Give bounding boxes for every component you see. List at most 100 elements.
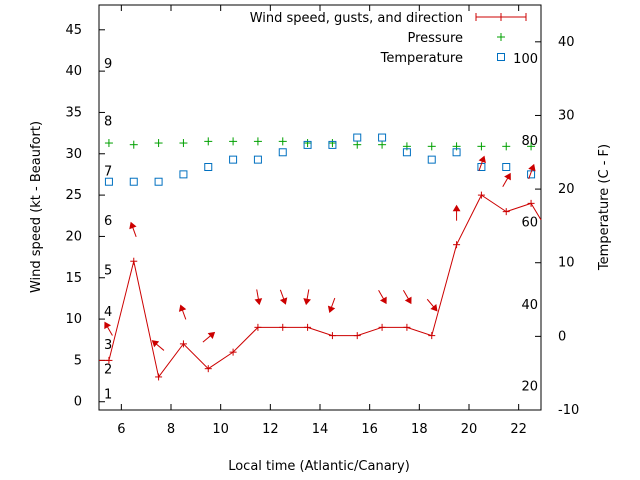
pressure-point xyxy=(129,140,138,149)
pressure-point xyxy=(229,137,238,146)
legend: Wind speed, gusts, and direction Pressur… xyxy=(250,11,527,66)
wind-direction-arrow xyxy=(303,289,311,306)
x-tick-label: 18 xyxy=(411,422,428,437)
pressure-point xyxy=(353,140,362,149)
wind-direction-arrow xyxy=(279,289,288,305)
wind-direction-arrow xyxy=(104,321,113,336)
temperature-point xyxy=(303,140,312,149)
x-tick-label: 12 xyxy=(262,422,279,437)
fahrenheit-label: 100 xyxy=(513,52,538,67)
wind-speed-point xyxy=(328,332,336,340)
wind-direction-arrow xyxy=(151,340,165,351)
wind-direction-arrow xyxy=(202,331,216,343)
pressure-point xyxy=(328,139,337,148)
wind-speed-point xyxy=(204,365,212,373)
pressure-point xyxy=(477,142,486,151)
wind-direction-arrow xyxy=(426,298,438,312)
y-left-tick-label: 0 xyxy=(74,395,82,410)
y-left-tick-label: 5 xyxy=(74,353,82,368)
x-tick-label: 10 xyxy=(212,422,229,437)
legend-label-wind: Wind speed, gusts, and direction xyxy=(250,11,463,26)
fahrenheit-label: 20 xyxy=(521,380,538,395)
y-left-tick-label: 30 xyxy=(65,147,82,162)
legend-marker-temperature xyxy=(497,53,505,61)
wind-arrow-head xyxy=(279,297,288,305)
wind-direction-arrow xyxy=(129,221,137,237)
y-right-tick-label: 30 xyxy=(558,108,575,123)
wind-arrow-head xyxy=(504,172,511,181)
temperature-point xyxy=(378,133,387,142)
temperature-point xyxy=(129,177,138,186)
wind-speed-point xyxy=(105,356,113,364)
temperature-point xyxy=(353,133,362,142)
y-right-tick-label: 40 xyxy=(558,35,575,50)
wind-arrow-head xyxy=(303,298,311,306)
y-left-tick-label: 25 xyxy=(65,188,82,203)
tick-labels: 6 8 10 12 14 16 18 20 22051015202530354045-10010… xyxy=(65,23,579,437)
x-tick-label: 16 xyxy=(361,422,378,437)
wind-speed-point xyxy=(130,257,138,265)
x-tick-label: 8 xyxy=(167,422,175,437)
wind-speed-point xyxy=(229,348,237,356)
beaufort-label: 7 xyxy=(104,164,112,179)
wind-arrow-head xyxy=(327,305,336,314)
wind-speed-point xyxy=(304,323,312,331)
temperature-point xyxy=(502,163,511,171)
y-left-tick-label: 35 xyxy=(65,105,82,120)
beaufort-label: 3 xyxy=(104,338,112,353)
temperature-point xyxy=(154,177,163,186)
wind-arrow-head xyxy=(104,321,112,330)
pressure-point xyxy=(427,142,436,151)
wind-speed-point xyxy=(279,323,287,331)
wind-direction-arrow xyxy=(327,297,336,314)
wind-arrow-head xyxy=(151,340,160,348)
wind-speed-point xyxy=(453,241,461,249)
wind-speed-point xyxy=(378,323,386,331)
temperature-point xyxy=(452,148,461,157)
fahrenheit-label: 80 xyxy=(521,134,538,149)
wind-direction-arrow xyxy=(254,289,263,306)
wind-speed-point xyxy=(527,199,535,207)
wind-direction-arrow xyxy=(502,172,511,187)
y-axis-label-right: Temperature (C - F) xyxy=(597,144,612,271)
series-layer xyxy=(99,133,542,381)
beaufort-label: 2 xyxy=(104,363,112,378)
y-right-tick-label: 0 xyxy=(558,329,566,344)
beaufort-label: 5 xyxy=(104,263,112,278)
temperature-point xyxy=(229,155,238,164)
wind-speed-line xyxy=(99,194,542,379)
pressure-point xyxy=(502,142,511,151)
wind-speed-point xyxy=(428,332,436,340)
wind-direction-arrow xyxy=(528,163,536,180)
x-tick-label: 22 xyxy=(510,422,527,437)
wind-speed-point xyxy=(477,191,485,199)
beaufort-label: 4 xyxy=(104,305,112,320)
wind-direction-arrow xyxy=(178,304,187,320)
y-right-tick-label: -10 xyxy=(558,403,579,418)
temperature-point xyxy=(527,170,536,179)
y-left-tick-label: 45 xyxy=(65,23,82,38)
wind-arrow-head xyxy=(478,155,486,164)
y-right-tick-label: 10 xyxy=(558,256,575,271)
temperature-point xyxy=(278,148,287,157)
legend-label-temperature: Temperature xyxy=(380,51,463,66)
fahrenheit-label: 60 xyxy=(521,215,538,230)
fahrenheit-label: 40 xyxy=(521,298,538,313)
pressure-point xyxy=(253,137,262,146)
y-left-tick-label: 40 xyxy=(65,64,82,79)
pressure-point xyxy=(278,137,287,146)
temperature-point xyxy=(427,155,436,164)
temperature-point xyxy=(204,163,213,171)
x-tick-label: 14 xyxy=(312,422,329,437)
wind-arrow-head xyxy=(430,304,438,312)
temperature-point xyxy=(402,148,411,157)
temperature-point xyxy=(328,140,337,149)
wind-arrow-head xyxy=(452,204,461,212)
y-left-tick-label: 10 xyxy=(65,312,82,327)
wind-speed-point xyxy=(403,323,411,331)
wind-arrow-head xyxy=(207,331,216,340)
y-right-tick-label: 20 xyxy=(558,182,575,197)
beaufort-label: 6 xyxy=(104,214,112,229)
wind-speed-point xyxy=(502,208,510,216)
